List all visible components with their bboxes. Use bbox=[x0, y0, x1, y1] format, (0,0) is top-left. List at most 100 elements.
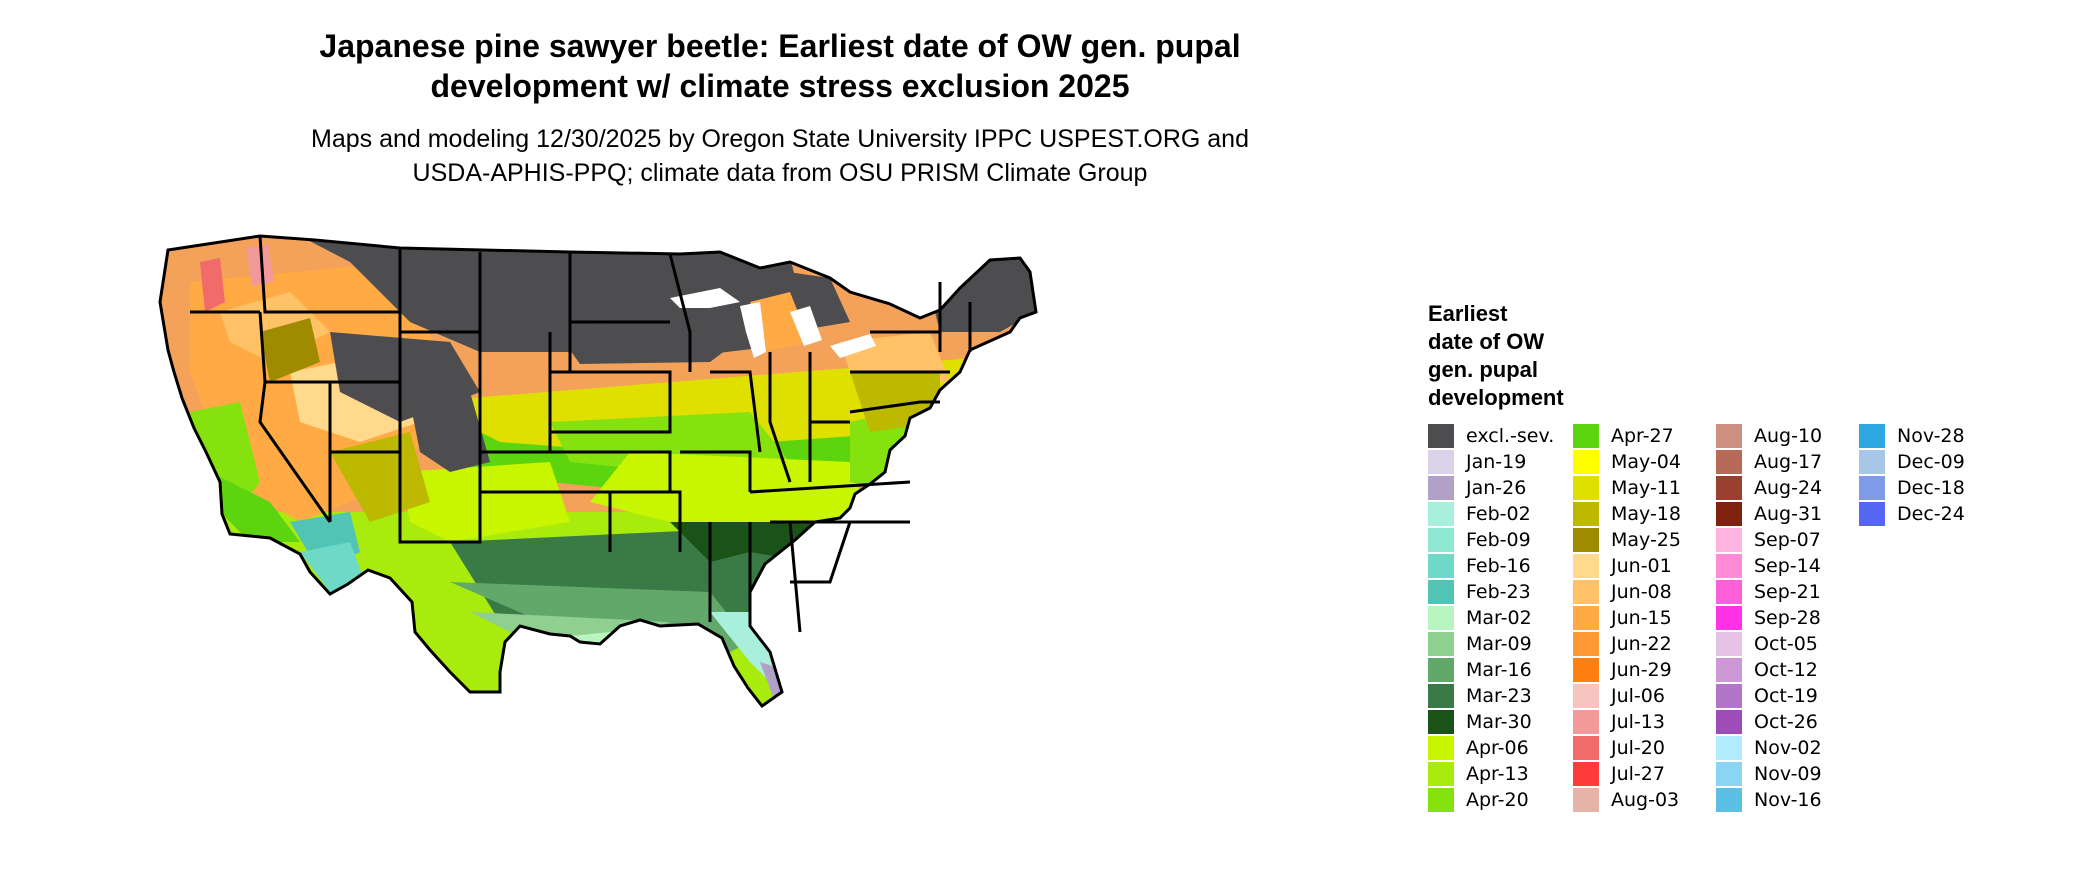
legend-item: Sep-14 bbox=[1716, 552, 1856, 578]
legend-item: Jul-06 bbox=[1573, 682, 1713, 708]
legend-swatch bbox=[1428, 788, 1454, 812]
legend-swatch bbox=[1716, 424, 1742, 448]
legend-swatch bbox=[1428, 502, 1454, 526]
legend-label: Mar-30 bbox=[1466, 711, 1532, 733]
legend-label: Jun-01 bbox=[1611, 555, 1672, 577]
legend-swatch bbox=[1428, 606, 1454, 630]
legend-item: Feb-09 bbox=[1428, 526, 1568, 552]
legend-item: Jun-15 bbox=[1573, 604, 1713, 630]
legend-label: Feb-23 bbox=[1466, 581, 1531, 603]
legend-item: Oct-05 bbox=[1716, 630, 1856, 656]
legend-swatch bbox=[1716, 710, 1742, 734]
legend-swatch bbox=[1716, 684, 1742, 708]
legend-item: Mar-23 bbox=[1428, 682, 1568, 708]
legend-item: Jan-19 bbox=[1428, 448, 1568, 474]
legend-item: May-04 bbox=[1573, 448, 1713, 474]
legend-swatch bbox=[1859, 424, 1885, 448]
legend-swatch bbox=[1573, 476, 1599, 500]
legend-item: May-11 bbox=[1573, 474, 1713, 500]
legend-item: Feb-02 bbox=[1428, 500, 1568, 526]
legend-item: Nov-02 bbox=[1716, 734, 1856, 760]
legend-label: Sep-07 bbox=[1754, 529, 1821, 551]
legend-swatch bbox=[1716, 580, 1742, 604]
legend-item: Mar-16 bbox=[1428, 656, 1568, 682]
legend-item: Feb-16 bbox=[1428, 552, 1568, 578]
state-borders bbox=[158, 234, 1038, 708]
legend-item: May-18 bbox=[1573, 500, 1713, 526]
legend-label: Aug-03 bbox=[1611, 789, 1680, 811]
legend-label: May-18 bbox=[1611, 503, 1681, 525]
legend-item: Mar-09 bbox=[1428, 630, 1568, 656]
legend-label: Apr-06 bbox=[1466, 737, 1529, 759]
subtitle-line-1: Maps and modeling 12/30/2025 by Oregon S… bbox=[311, 125, 1249, 153]
title-line-2: development w/ climate stress exclusion … bbox=[430, 68, 1130, 104]
legend-label: Aug-17 bbox=[1754, 451, 1823, 473]
legend-swatch bbox=[1716, 554, 1742, 578]
legend-column: Aug-10 Aug-17 Aug-24 Aug-31 Sep-07 Sep-14 Sep-… bbox=[1716, 422, 1856, 812]
legend-title-line-4: development bbox=[1428, 385, 1564, 410]
legend-item: Oct-26 bbox=[1716, 708, 1856, 734]
legend-swatch bbox=[1573, 788, 1599, 812]
legend-item: Feb-23 bbox=[1428, 578, 1568, 604]
legend-column: excl.-sev. Jan-19 Jan-26 Feb-02 Feb-09 Feb-16… bbox=[1428, 422, 1568, 812]
legend-item: Oct-19 bbox=[1716, 682, 1856, 708]
legend-item: Aug-17 bbox=[1716, 448, 1856, 474]
legend-label: May-04 bbox=[1611, 451, 1681, 473]
legend-title-line-3: gen. pupal bbox=[1428, 357, 1538, 382]
legend-swatch bbox=[1716, 788, 1742, 812]
legend-swatch bbox=[1716, 762, 1742, 786]
legend-item: Sep-21 bbox=[1716, 578, 1856, 604]
great-lakes bbox=[670, 288, 876, 358]
legend-label: Aug-24 bbox=[1754, 477, 1823, 499]
legend-swatch bbox=[1428, 710, 1454, 734]
legend-swatch bbox=[1573, 658, 1599, 682]
legend-label: Sep-14 bbox=[1754, 555, 1821, 577]
legend-swatch bbox=[1859, 450, 1885, 474]
legend-swatch bbox=[1428, 736, 1454, 760]
legend-label: Jul-27 bbox=[1611, 763, 1665, 785]
legend-swatch bbox=[1573, 580, 1599, 604]
legend-swatch bbox=[1428, 762, 1454, 786]
legend-swatch bbox=[1716, 476, 1742, 500]
legend-swatch bbox=[1716, 502, 1742, 526]
legend-item: Nov-09 bbox=[1716, 760, 1856, 786]
legend-label: Mar-02 bbox=[1466, 607, 1532, 629]
legend-swatch bbox=[1573, 632, 1599, 656]
legend-swatch bbox=[1573, 606, 1599, 630]
legend-label: excl.-sev. bbox=[1466, 425, 1555, 447]
map-title: Japanese pine sawyer beetle: Earliest da… bbox=[160, 26, 1400, 106]
legend-item: Jun-01 bbox=[1573, 552, 1713, 578]
legend-item: Dec-24 bbox=[1859, 500, 1999, 526]
legend-title-line-1: Earliest bbox=[1428, 301, 1508, 326]
legend-item: Jun-29 bbox=[1573, 656, 1713, 682]
legend-label: Mar-09 bbox=[1466, 633, 1532, 655]
legend-label: Dec-18 bbox=[1897, 477, 1965, 499]
legend-item: Nov-16 bbox=[1716, 786, 1856, 812]
legend-label: Feb-02 bbox=[1466, 503, 1531, 525]
legend-swatch bbox=[1428, 580, 1454, 604]
legend-item: Dec-18 bbox=[1859, 474, 1999, 500]
legend-swatch bbox=[1573, 762, 1599, 786]
legend-swatch bbox=[1573, 528, 1599, 552]
legend-swatch bbox=[1428, 424, 1454, 448]
legend-label: Jan-26 bbox=[1466, 477, 1527, 499]
legend-swatch bbox=[1428, 658, 1454, 682]
legend-swatch bbox=[1428, 528, 1454, 552]
legend-title-line-2: date of OW bbox=[1428, 329, 1545, 354]
legend-swatch bbox=[1716, 606, 1742, 630]
legend-item: Aug-03 bbox=[1573, 786, 1713, 812]
legend-label: May-11 bbox=[1611, 477, 1681, 499]
legend-label: Jun-22 bbox=[1611, 633, 1672, 655]
legend-label: Oct-26 bbox=[1754, 711, 1818, 733]
legend-label: Aug-10 bbox=[1754, 425, 1823, 447]
legend-swatch bbox=[1716, 736, 1742, 760]
legend-item: Aug-31 bbox=[1716, 500, 1856, 526]
legend-label: Dec-09 bbox=[1897, 451, 1965, 473]
legend-item: Jul-13 bbox=[1573, 708, 1713, 734]
subtitle-line-2: USDA-APHIS-PPQ; climate data from OSU PR… bbox=[412, 159, 1148, 187]
legend-item: Jul-20 bbox=[1573, 734, 1713, 760]
legend-swatch bbox=[1716, 450, 1742, 474]
legend-label: May-25 bbox=[1611, 529, 1681, 551]
legend-label: Oct-12 bbox=[1754, 659, 1818, 681]
legend-label: Feb-09 bbox=[1466, 529, 1531, 551]
